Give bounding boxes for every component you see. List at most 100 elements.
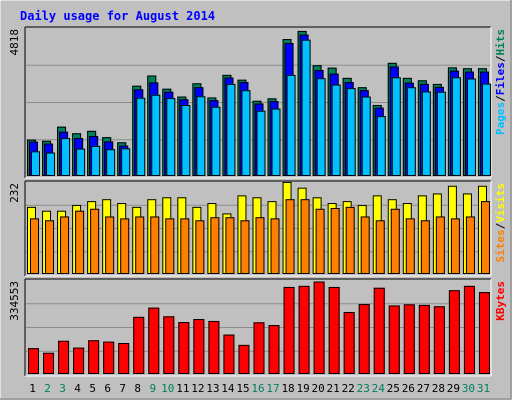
bar-pages-day-27 — [421, 91, 431, 176]
x-tick-label-day-29: 29 — [447, 382, 460, 395]
x-tick-label-day-25: 25 — [387, 382, 400, 395]
bar-kbytes-day-10 — [163, 316, 175, 374]
bar-sites-day-1 — [30, 218, 39, 274]
x-tick-label-day-18: 18 — [281, 382, 294, 395]
y-max-label-top: 4818 — [8, 29, 21, 56]
bar-pages-day-1 — [31, 151, 40, 177]
bar-sites-day-28 — [435, 216, 445, 274]
x-tick-label-day-8: 8 — [134, 382, 141, 395]
bar-sites-day-5 — [90, 208, 100, 274]
bar-kbytes-day-2 — [43, 352, 55, 374]
bar-sites-day-14 — [225, 217, 235, 274]
bar-kbytes-day-14 — [223, 334, 235, 375]
x-tick-label-day-31: 31 — [477, 382, 490, 395]
bar-pages-day-13 — [211, 106, 221, 176]
bar-pages-day-25 — [391, 77, 401, 176]
bar-pages-day-8 — [136, 97, 146, 176]
bar-pages-day-16 — [256, 110, 266, 176]
x-tick-label-day-17: 17 — [266, 382, 279, 395]
bar-sites-day-31 — [480, 201, 490, 275]
bar-pages-day-11 — [181, 104, 191, 176]
bar-pages-day-17 — [271, 108, 281, 176]
bar-kbytes-day-21 — [328, 286, 340, 375]
bar-pages-day-3 — [61, 138, 71, 176]
x-tick-label-day-15: 15 — [236, 382, 249, 395]
bar-pages-day-31 — [481, 83, 491, 176]
legend-mid: Sites/Visits — [494, 183, 507, 263]
bar-sites-day-8 — [135, 216, 145, 274]
bar-pages-day-20 — [316, 78, 326, 176]
x-tick-label-day-14: 14 — [221, 382, 235, 395]
bar-kbytes-day-4 — [73, 347, 85, 374]
panel-bottom — [24, 278, 492, 377]
bar-sites-day-13 — [210, 217, 220, 274]
bar-kbytes-day-30 — [463, 285, 475, 374]
bar-sites-day-11 — [180, 218, 190, 274]
bar-pages-day-24 — [376, 116, 386, 176]
bar-sites-day-25 — [390, 208, 400, 274]
x-tick-label-day-7: 7 — [119, 382, 126, 395]
bar-pages-day-22 — [346, 88, 356, 176]
x-tick-label-day-13: 13 — [206, 382, 219, 395]
x-tick-label-day-16: 16 — [251, 382, 264, 395]
bar-kbytes-day-16 — [253, 322, 265, 374]
bar-sites-day-22 — [345, 206, 355, 274]
legend-visits: Visits — [494, 183, 507, 223]
y-max-label-mid: 232 — [8, 183, 21, 203]
x-tick-label-day-27: 27 — [417, 382, 430, 395]
bar-kbytes-day-12 — [193, 319, 205, 375]
x-tick-label-day-28: 28 — [432, 382, 445, 395]
bar-sites-day-24 — [375, 220, 385, 275]
bar-pages-day-29 — [451, 77, 461, 176]
bar-sites-day-2 — [45, 220, 55, 275]
bar-kbytes-day-3 — [58, 340, 70, 375]
bar-kbytes-day-24 — [373, 287, 385, 375]
legend-kbytes: KBytes — [494, 281, 507, 321]
x-tick-label-day-30: 30 — [462, 382, 475, 395]
bar-kbytes-day-5 — [88, 340, 100, 375]
x-tick-label-day-20: 20 — [312, 382, 325, 395]
x-tick-label-day-24: 24 — [372, 382, 386, 395]
bar-pages-day-19 — [301, 39, 311, 176]
bar-sites-day-19 — [300, 199, 310, 275]
bar-pages-day-18 — [286, 74, 296, 176]
bar-sites-day-3 — [60, 216, 70, 274]
bar-kbytes-day-11 — [178, 322, 190, 374]
x-tick-label-day-9: 9 — [149, 382, 156, 395]
bar-sites-day-10 — [165, 218, 175, 274]
bar-pages-day-6 — [106, 149, 116, 176]
x-tick-label-day-21: 21 — [327, 382, 340, 395]
bar-kbytes-day-17 — [268, 325, 280, 375]
x-tick-label-day-19: 19 — [296, 382, 309, 395]
x-tick-label-day-10: 10 — [161, 382, 174, 395]
bar-pages-day-5 — [91, 145, 101, 177]
bar-pages-day-15 — [241, 90, 251, 176]
legend-separator: / — [494, 95, 507, 102]
x-tick-label-day-6: 6 — [104, 382, 111, 395]
bar-kbytes-day-9 — [148, 307, 160, 375]
bar-kbytes-day-29 — [448, 290, 460, 374]
x-tick-label-day-23: 23 — [357, 382, 370, 395]
bar-pages-day-30 — [466, 78, 476, 176]
x-tick-label-day-12: 12 — [191, 382, 204, 395]
panel-top — [24, 26, 492, 179]
legend-files: Files — [494, 62, 507, 95]
bar-kbytes-day-15 — [238, 344, 250, 375]
bar-sites-day-6 — [105, 216, 115, 274]
bar-sites-day-18 — [285, 199, 295, 275]
x-tick-label-day-22: 22 — [342, 382, 355, 395]
bar-kbytes-day-20 — [313, 281, 325, 375]
bar-sites-day-21 — [330, 208, 340, 274]
bar-sites-day-29 — [450, 218, 460, 274]
bar-kbytes-day-31 — [478, 292, 490, 375]
bar-kbytes-day-25 — [388, 305, 400, 374]
bar-kbytes-day-28 — [433, 306, 445, 374]
bar-sites-day-17 — [270, 218, 280, 274]
bar-pages-day-28 — [436, 91, 446, 176]
bar-pages-day-21 — [331, 84, 341, 176]
bar-kbytes-day-8 — [133, 316, 145, 374]
legend-bottom: KBytes — [494, 281, 507, 321]
legend-sites: Sites — [494, 229, 507, 262]
legend-top: Pages/Files/Hits — [494, 29, 507, 135]
